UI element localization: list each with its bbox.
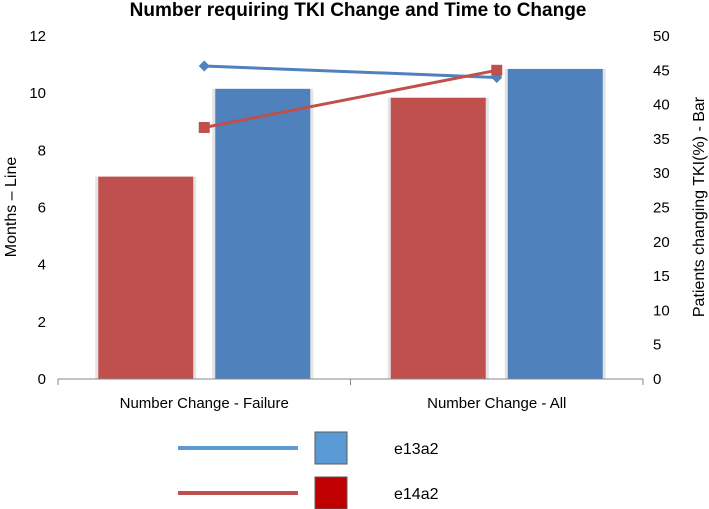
category-label-0: Number Change - Failure bbox=[120, 395, 289, 412]
right-tick-label-8: 40 bbox=[653, 97, 670, 114]
bar-e13a2-0 bbox=[215, 88, 311, 380]
right-axis-ticks: 0 5 10 15 20 25 30 35 40 45 50 bbox=[653, 28, 670, 388]
left-tick-label-5: 10 bbox=[29, 85, 46, 102]
bar-e14a2-0 bbox=[98, 176, 194, 379]
right-tick-label-2: 10 bbox=[653, 302, 670, 319]
right-axis-label: Patients changing TKI(%) - Bar bbox=[691, 96, 708, 317]
legend: e13a2 e14a2 bbox=[178, 431, 439, 509]
chart-title: Number requiring TKI Change and Time to … bbox=[130, 0, 587, 21]
left-tick-label-0: 0 bbox=[38, 371, 46, 388]
right-tick-label-9: 45 bbox=[653, 62, 670, 79]
right-tick-label-4: 20 bbox=[653, 234, 670, 251]
line-e14a2 bbox=[203, 68, 498, 129]
bar-group bbox=[95, 68, 606, 380]
left-tick-label-4: 8 bbox=[38, 142, 46, 159]
left-axis-label: Months – Line bbox=[3, 157, 20, 258]
axes bbox=[57, 378, 644, 385]
right-tick-label-5: 25 bbox=[653, 200, 670, 217]
bar-e14a2-1 bbox=[390, 97, 486, 380]
marker-e14a2-0 bbox=[198, 121, 210, 133]
marker-e13a2-0 bbox=[198, 60, 210, 72]
right-tick-label-0: 0 bbox=[653, 371, 661, 388]
legend-swatch-e13a2 bbox=[314, 431, 348, 465]
category-label-1: Number Change - All bbox=[427, 395, 566, 412]
legend-swatch-e14a2 bbox=[314, 476, 348, 509]
line-e13a2 bbox=[204, 64, 497, 79]
bar-e13a2-1 bbox=[507, 68, 603, 379]
marker-e14a2-1 bbox=[491, 64, 503, 76]
right-tick-label-3: 15 bbox=[653, 268, 670, 285]
left-tick-label-2: 4 bbox=[38, 257, 46, 274]
left-axis-ticks: 0 2 4 6 8 10 12 bbox=[29, 28, 46, 388]
right-tick-label-6: 30 bbox=[653, 165, 670, 182]
legend-label-e14a2: e14a2 bbox=[394, 486, 439, 503]
left-tick-label-6: 12 bbox=[29, 28, 46, 45]
left-tick-label-1: 2 bbox=[38, 314, 46, 331]
right-tick-label-10: 50 bbox=[653, 28, 670, 45]
right-tick-label-7: 35 bbox=[653, 131, 670, 148]
legend-label-e13a2: e13a2 bbox=[394, 441, 439, 458]
left-tick-label-3: 6 bbox=[38, 200, 46, 217]
line-group bbox=[198, 60, 503, 133]
right-tick-label-1: 5 bbox=[653, 337, 661, 354]
category-labels: Number Change - Failure Number Change - A… bbox=[120, 395, 567, 412]
